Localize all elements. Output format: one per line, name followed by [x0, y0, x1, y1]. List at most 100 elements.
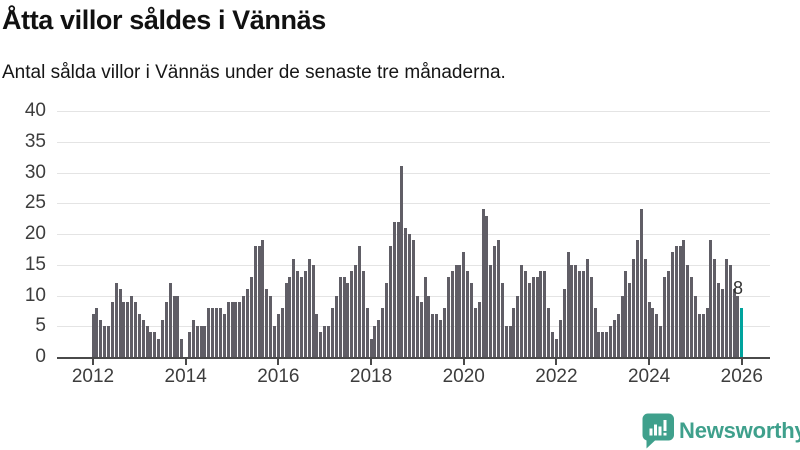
bar — [585, 258, 589, 357]
y-axis-tick-label: 30 — [24, 161, 46, 183]
bar — [616, 313, 620, 357]
x-axis-line — [57, 356, 770, 359]
bar — [605, 332, 609, 357]
x-axis-tick-label: 2022 — [535, 366, 578, 387]
gridline-y-25 — [57, 203, 770, 205]
bar — [736, 295, 740, 357]
bar — [732, 289, 736, 357]
bar — [562, 289, 566, 357]
bar — [118, 289, 122, 357]
bar — [404, 227, 408, 357]
y-axis-tick-label: 25 — [24, 192, 46, 214]
x-axis-tick-label: 2016 — [257, 366, 300, 387]
bar — [257, 246, 261, 357]
bar — [682, 240, 686, 357]
bar — [234, 301, 238, 357]
bar — [632, 258, 636, 357]
bar — [713, 258, 717, 357]
bar — [261, 240, 265, 357]
bar — [636, 240, 640, 357]
x-axis-tick — [92, 359, 94, 365]
bar — [203, 326, 207, 357]
chart-subtitle: Antal sålda villor i Vännäs under de sen… — [2, 62, 506, 83]
bar — [114, 283, 118, 357]
bar — [249, 277, 253, 357]
bar — [659, 326, 663, 357]
bar — [581, 270, 585, 357]
bar — [527, 283, 531, 357]
bar — [222, 313, 226, 357]
brand-name: Newsworthy — [679, 418, 800, 443]
bar — [245, 289, 249, 357]
x-axis-tick-label: 2014 — [164, 366, 207, 387]
bar — [473, 307, 477, 357]
bar — [554, 338, 558, 357]
page-title: Åtta villor såldes i Vännäs — [2, 5, 326, 35]
bar — [504, 326, 508, 357]
y-axis-tick-label: 15 — [24, 253, 46, 275]
bar — [122, 301, 126, 357]
bar — [330, 307, 334, 357]
bar — [230, 301, 234, 357]
bar — [462, 252, 466, 357]
bar — [439, 320, 443, 357]
bar — [280, 307, 284, 357]
bar — [423, 277, 427, 357]
x-axis-tick-label: 2018 — [349, 366, 393, 387]
newsworthy-logo: Newsworthy — [642, 412, 800, 450]
bar — [551, 332, 555, 357]
bar — [458, 264, 462, 357]
bar — [690, 277, 694, 357]
bar — [547, 307, 551, 357]
y-axis-tick-label: 35 — [24, 130, 46, 152]
bar — [319, 332, 323, 357]
gridline-y-35 — [57, 141, 770, 143]
x-axis-tick-label: 2012 — [71, 366, 115, 387]
bar — [643, 258, 647, 357]
bar — [110, 301, 114, 357]
bar — [149, 332, 153, 357]
bar — [253, 246, 257, 357]
bar — [346, 283, 350, 357]
bar — [327, 326, 331, 357]
bar — [361, 270, 365, 357]
bar — [218, 307, 222, 357]
bar — [477, 301, 481, 357]
bar — [95, 307, 99, 357]
bar — [558, 320, 562, 357]
bar — [435, 313, 439, 357]
bar — [323, 326, 327, 357]
bar — [466, 270, 470, 357]
bar — [276, 313, 280, 357]
y-axis-tick-label: 40 — [24, 100, 46, 121]
bar — [693, 295, 697, 357]
bar — [396, 221, 400, 357]
bar — [334, 295, 338, 357]
bar — [354, 264, 358, 357]
bar — [412, 240, 416, 357]
bar — [469, 283, 473, 357]
bar — [381, 307, 385, 357]
bar — [369, 338, 373, 357]
bar — [508, 326, 512, 357]
bar — [195, 326, 199, 357]
bar — [624, 270, 628, 357]
bar — [99, 320, 103, 357]
bar — [574, 264, 578, 357]
bar — [265, 289, 269, 357]
bar — [415, 295, 419, 357]
bar — [570, 264, 574, 357]
bar — [535, 277, 539, 357]
bar — [612, 320, 616, 357]
bar — [450, 270, 454, 357]
bar — [609, 326, 612, 357]
bar — [400, 166, 404, 357]
bar — [728, 264, 732, 357]
bar — [701, 313, 705, 357]
bar — [597, 332, 601, 357]
y-axis-tick-label: 20 — [24, 223, 46, 244]
x-axis-tick — [740, 359, 743, 365]
bar — [454, 264, 458, 357]
bar — [655, 313, 659, 357]
